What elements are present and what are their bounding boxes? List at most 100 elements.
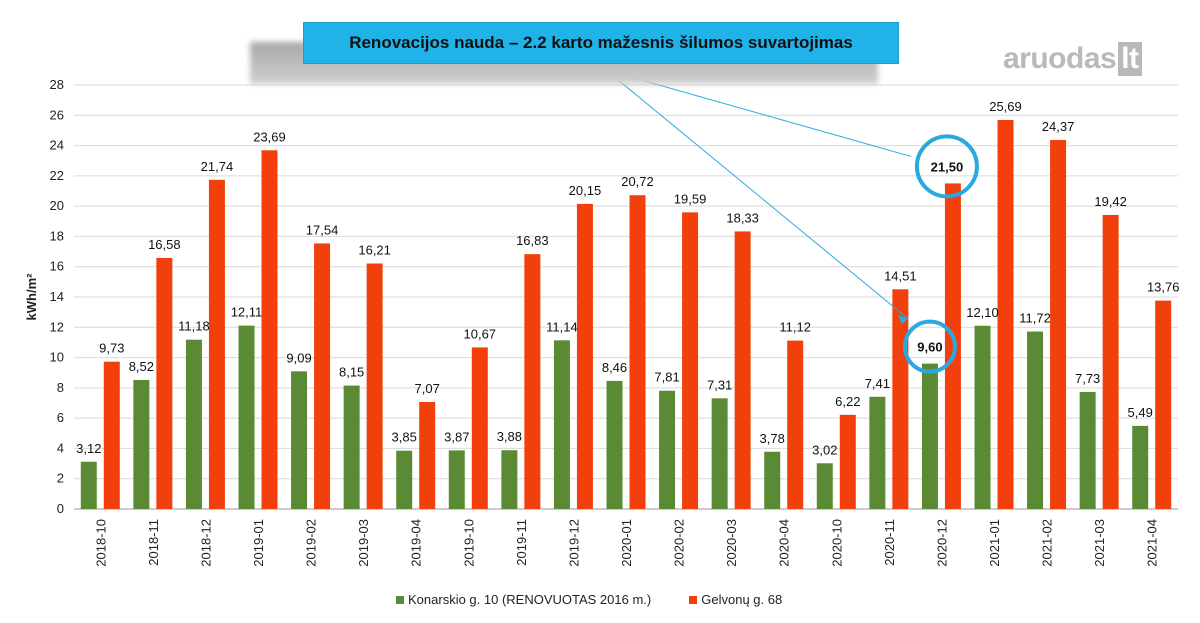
- data-label-gelvonu: 21,74: [201, 159, 234, 174]
- x-tick-label: 2018-11: [146, 519, 161, 566]
- x-tick-label: 2018-12: [198, 519, 213, 567]
- data-label-gelvonu: 25,69: [989, 99, 1022, 114]
- bar-gelvonu: [471, 347, 488, 509]
- bar-konarskio: [606, 380, 623, 509]
- x-tick-label: 2020-04: [777, 519, 792, 567]
- bar-gelvonu: [682, 212, 699, 509]
- bar-konarskio: [1027, 331, 1044, 509]
- bar-konarskio: [501, 450, 518, 509]
- data-label-konarskio: 9,09: [286, 350, 311, 365]
- data-label-konarskio: 7,73: [1075, 371, 1100, 386]
- bar-konarskio: [974, 325, 991, 509]
- highlight-arrow-red: [605, 69, 912, 157]
- y-tick-label: 20: [50, 198, 64, 213]
- bar-gelvonu: [892, 289, 909, 509]
- aruodas-logo: aruodas lt: [1003, 42, 1142, 76]
- x-tick-label: 2021-01: [987, 519, 1002, 567]
- bar-konarskio: [343, 385, 360, 509]
- y-tick-label: 0: [57, 501, 64, 516]
- bar-gelvonu: [787, 340, 804, 509]
- x-tick-label: 2019-10: [461, 519, 476, 567]
- arrow-head-icon: [897, 314, 908, 325]
- bar-konarskio: [553, 340, 570, 509]
- bar-konarskio: [291, 371, 308, 509]
- data-label-konarskio: 7,31: [707, 377, 732, 392]
- data-label-konarskio: 5,49: [1128, 405, 1153, 420]
- bar-konarskio: [816, 463, 833, 509]
- data-label-gelvonu: 20,72: [621, 174, 654, 189]
- x-tick-label: 2019-04: [409, 519, 424, 567]
- highlight-circle-konarskio: [902, 319, 957, 374]
- x-tick-label: 2020-12: [934, 519, 949, 567]
- x-tick-label: 2019-12: [566, 519, 581, 567]
- x-tick-label: 2019-01: [251, 519, 266, 567]
- data-label-gelvonu: 9,73: [99, 341, 124, 356]
- data-label-konarskio: 8,46: [602, 360, 627, 375]
- chart-title: Renovacijos nauda – 2.2 karto mažesnis š…: [303, 22, 899, 64]
- logo-suffix-text: lt: [1118, 42, 1142, 76]
- data-label-konarskio: 3,85: [392, 430, 417, 445]
- x-tick-label: 2020-11: [882, 519, 897, 566]
- data-label-gelvonu: 13,76: [1147, 280, 1180, 295]
- data-label-gelvonu: 11,12: [779, 320, 811, 335]
- bar-gelvonu: [576, 203, 593, 509]
- y-tick-label: 16: [50, 259, 64, 274]
- bar-konarskio: [396, 450, 413, 509]
- highlight-circle-gelvonu: [914, 134, 979, 199]
- y-tick-label: 10: [50, 350, 64, 365]
- legend-swatch-konarskio: [396, 595, 404, 604]
- data-label-konarskio: 12,10: [966, 305, 999, 320]
- data-label-gelvonu: 10,67: [464, 326, 497, 341]
- data-label-gelvonu: 7,07: [415, 381, 440, 396]
- data-label-konarskio: 11,18: [178, 319, 210, 334]
- data-label-konarskio: 3,87: [444, 429, 469, 444]
- data-label-gelvonu: 24,37: [1042, 119, 1075, 134]
- x-tick-label: 2020-03: [724, 519, 739, 567]
- data-label-gelvonu: 6,22: [835, 394, 860, 409]
- highlight-arrow-green: [605, 69, 909, 320]
- bar-gelvonu: [208, 179, 225, 509]
- bar-konarskio: [659, 390, 676, 509]
- bar-gelvonu: [734, 231, 751, 509]
- y-tick-label: 18: [50, 228, 64, 243]
- data-label-gelvonu: 17,54: [306, 222, 339, 237]
- bar-gelvonu: [524, 254, 541, 509]
- bar-konarskio: [711, 398, 728, 509]
- y-tick-label: 6: [57, 410, 64, 425]
- legend-label-gelvonu: Gelvonų g. 68: [701, 592, 783, 607]
- y-tick-label: 26: [50, 107, 64, 122]
- legend-swatch-gelvonu: [689, 595, 698, 604]
- bar-gelvonu: [997, 119, 1014, 509]
- bar-gelvonu: [419, 401, 436, 509]
- data-label-gelvonu: 16,58: [148, 237, 181, 252]
- y-tick-label: 4: [57, 440, 64, 455]
- bar-konarskio: [185, 339, 202, 509]
- logo-main-text: aruodas: [1003, 42, 1117, 75]
- data-label-konarskio: 3,02: [812, 442, 837, 457]
- data-label-gelvonu: 19,42: [1094, 194, 1127, 209]
- x-tick-label: 2020-01: [619, 519, 634, 567]
- bar-gelvonu: [1102, 214, 1119, 509]
- data-label-gelvonu: 20,15: [569, 183, 602, 198]
- bar-gelvonu: [1155, 300, 1172, 509]
- x-tick-label: 2019-02: [304, 519, 319, 567]
- data-label-gelvonu: 23,69: [253, 129, 286, 144]
- data-label-konarskio: 9,60: [917, 340, 942, 355]
- bar-gelvonu: [156, 257, 173, 509]
- bar-gelvonu: [103, 361, 120, 509]
- x-tick-label: 2019-11: [514, 519, 529, 566]
- data-label-gelvonu: 18,33: [726, 210, 759, 225]
- bar-konarskio: [1132, 425, 1149, 509]
- bar-konarskio: [238, 325, 255, 509]
- data-label-konarskio: 12,11: [231, 305, 263, 320]
- data-label-konarskio: 7,81: [654, 370, 679, 385]
- bar-gelvonu: [1050, 139, 1067, 509]
- data-label-konarskio: 8,15: [339, 365, 364, 380]
- data-label-gelvonu: 21,50: [931, 159, 964, 174]
- bar-konarskio: [1079, 391, 1096, 509]
- legend-item-gelvonu: Gelvonų g. 68: [689, 592, 782, 607]
- legend: Konarskio g. 10 (RENOVUOTAS 2016 m.) Gel…: [396, 592, 820, 607]
- data-label-konarskio: 11,14: [546, 319, 578, 334]
- bar-gelvonu: [366, 263, 383, 509]
- bar-konarskio: [133, 379, 150, 509]
